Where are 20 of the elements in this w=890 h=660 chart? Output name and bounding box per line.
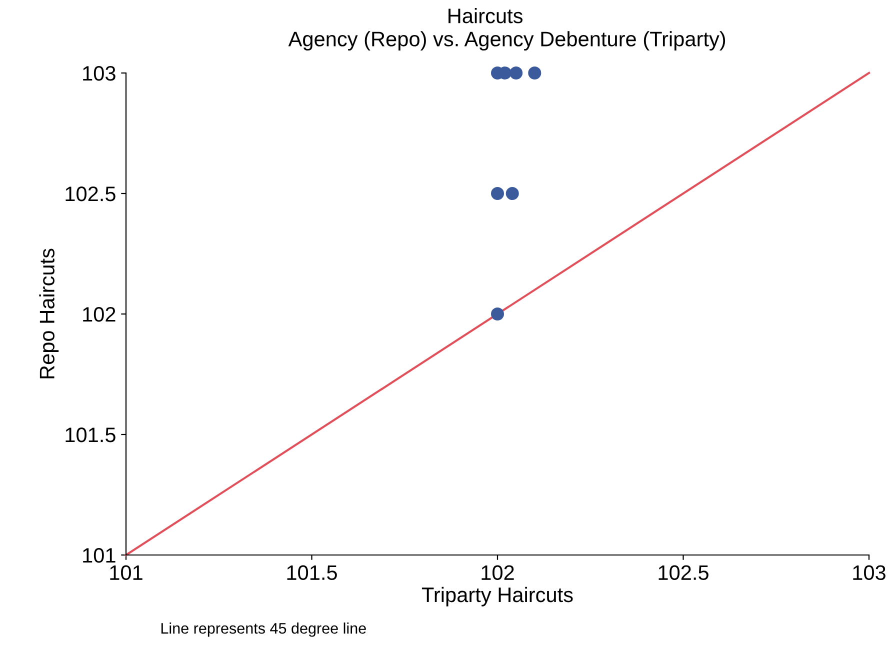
y-tick-label: 101.5	[66, 428, 116, 442]
chart-subtitle: Agency (Repo) vs. Agency Debenture (Triparty)	[288, 31, 726, 51]
point	[528, 66, 542, 80]
x-tick-label: 102.5	[658, 565, 708, 580]
y-tick-label: 101	[83, 548, 116, 563]
x-tick-label: 101	[110, 565, 142, 580]
text: Line represents 45 degree line	[161, 622, 366, 637]
point	[490, 307, 504, 321]
point	[506, 186, 519, 200]
chart-title: Haircuts	[448, 8, 522, 24]
y-axis-title: Repo Haircuts	[39, 248, 59, 378]
x-tick-label: 101.5	[287, 565, 337, 580]
x-axis-title: Triparty Haircuts	[422, 586, 573, 606]
x-tick-label: 103	[853, 565, 886, 580]
point	[490, 186, 504, 200]
x-tick-label: 102	[482, 565, 514, 580]
y-tick-label: 102	[83, 307, 116, 322]
y-tick-label: 103	[83, 66, 116, 81]
point	[510, 66, 523, 80]
y-tick-label: 102.5	[66, 186, 116, 202]
